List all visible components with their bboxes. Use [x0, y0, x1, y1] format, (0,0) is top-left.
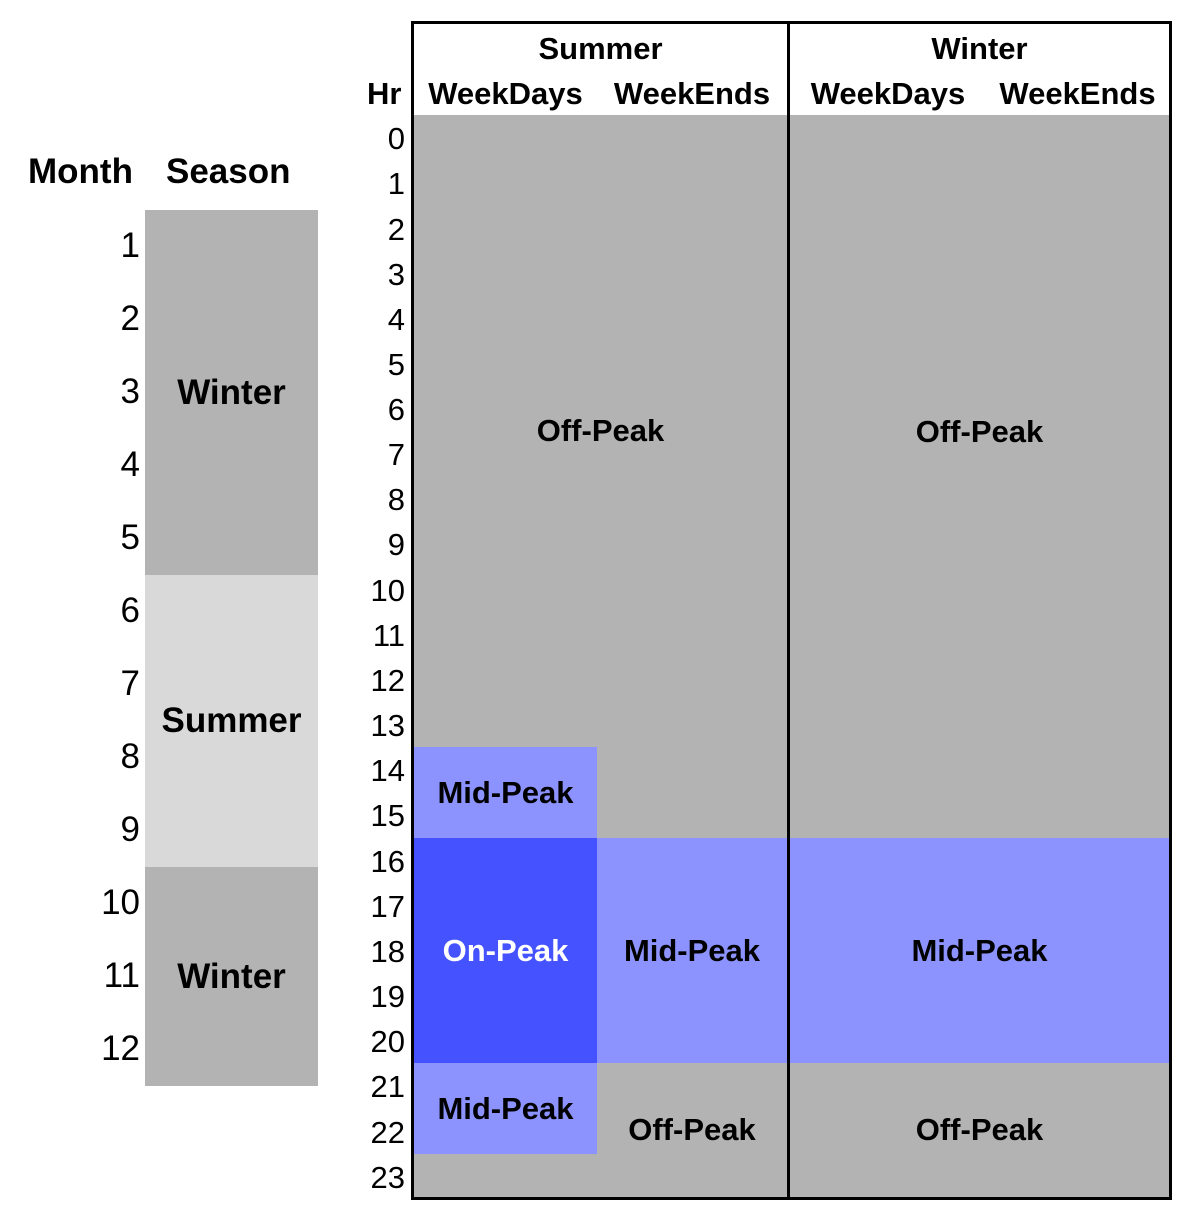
winter-weekdays-header: WeekDays	[810, 76, 966, 111]
hour-label: 21	[370, 1069, 405, 1104]
winter-midpeak-block: Mid-Peak	[790, 838, 1169, 1063]
hour-label: 20	[370, 1024, 405, 1059]
month-header: Month	[28, 152, 133, 191]
summer-weekends-header: WeekEnds	[613, 76, 771, 111]
summer-weekday-evening-midpeak-block: Mid-Peak	[414, 1063, 597, 1154]
hour-label: 14	[370, 753, 405, 788]
season-header: Season	[166, 152, 291, 191]
season-label: Summer	[161, 701, 302, 740]
month-number: 2	[120, 299, 140, 338]
summer-weekday-onpeak-block: On-Peak	[414, 838, 597, 1063]
month-number: 8	[120, 737, 140, 776]
period-label: Off-Peak	[915, 1112, 1044, 1147]
hour-label: 5	[387, 347, 405, 382]
season-block-winter-early: Winter	[145, 210, 318, 575]
hour-label: 15	[370, 798, 405, 833]
period-label: On-Peak	[442, 932, 569, 968]
winter-offpeak-block: Off-Peak	[790, 115, 1169, 838]
summer-weekend-offpeak-afternoon	[597, 747, 787, 838]
hour-label: 6	[387, 392, 405, 427]
hour-label: 0	[387, 121, 405, 156]
hour-label: 2	[387, 212, 405, 247]
hour-label: 19	[370, 979, 405, 1014]
hour-label: 23	[370, 1160, 405, 1195]
month-number: 6	[120, 591, 140, 630]
season-label: Winter	[177, 956, 286, 996]
season-block-winter-late: Winter	[145, 867, 318, 1086]
month-number: 7	[120, 664, 140, 703]
summer-weekend-evening-offpeak-block: Off-Peak	[597, 1063, 787, 1197]
summer-header: Summer	[538, 31, 663, 66]
month-number: 5	[120, 518, 140, 557]
month-number: 12	[101, 1029, 140, 1068]
hour-label: 3	[387, 257, 405, 292]
hour-header: Hr	[367, 76, 402, 111]
summer-offpeak-block: Off-Peak	[414, 115, 787, 747]
period-label: Mid-Peak	[437, 1090, 574, 1126]
winter-header: Winter	[931, 31, 1028, 66]
period-label: Mid-Peak	[437, 774, 574, 810]
hour-label: 1	[387, 166, 405, 201]
period-label: Mid-Peak	[623, 932, 761, 968]
period-label: Off-Peak	[628, 1112, 756, 1147]
summer-weekday-late-offpeak	[414, 1154, 597, 1197]
hour-label: 18	[370, 934, 405, 969]
hour-label: 16	[370, 844, 405, 879]
month-number: 4	[120, 445, 140, 484]
hour-label: 8	[387, 482, 405, 517]
summer-weekday-midpeak-block: Mid-Peak	[414, 747, 597, 838]
hour-label: 4	[387, 302, 405, 337]
month-number: 11	[103, 956, 140, 995]
month-number: 10	[101, 883, 140, 922]
summer-weekdays-header: WeekDays	[428, 76, 583, 111]
period-label: Off-Peak	[915, 413, 1044, 449]
hour-label: 17	[370, 889, 405, 924]
hour-label: 13	[370, 708, 405, 743]
season-block-summer: Summer	[145, 575, 318, 867]
hour-label: 11	[372, 618, 405, 653]
winter-evening-offpeak-block: Off-Peak	[790, 1063, 1169, 1197]
winter-weekends-header: WeekEnds	[999, 76, 1156, 111]
period-label: Off-Peak	[536, 413, 665, 448]
hour-label: 12	[370, 663, 405, 698]
season-divider	[787, 21, 790, 1200]
hour-label: 7	[387, 437, 405, 472]
season-label: Winter	[177, 372, 286, 412]
period-label: Mid-Peak	[911, 932, 1048, 968]
month-number: 1	[120, 226, 140, 265]
hour-label: 10	[370, 573, 405, 608]
summer-weekend-midpeak-block: Mid-Peak	[597, 838, 787, 1063]
month-number: 3	[120, 372, 140, 411]
hour-label: 22	[370, 1115, 405, 1150]
month-number: 9	[120, 810, 140, 849]
hour-label: 9	[387, 527, 405, 562]
